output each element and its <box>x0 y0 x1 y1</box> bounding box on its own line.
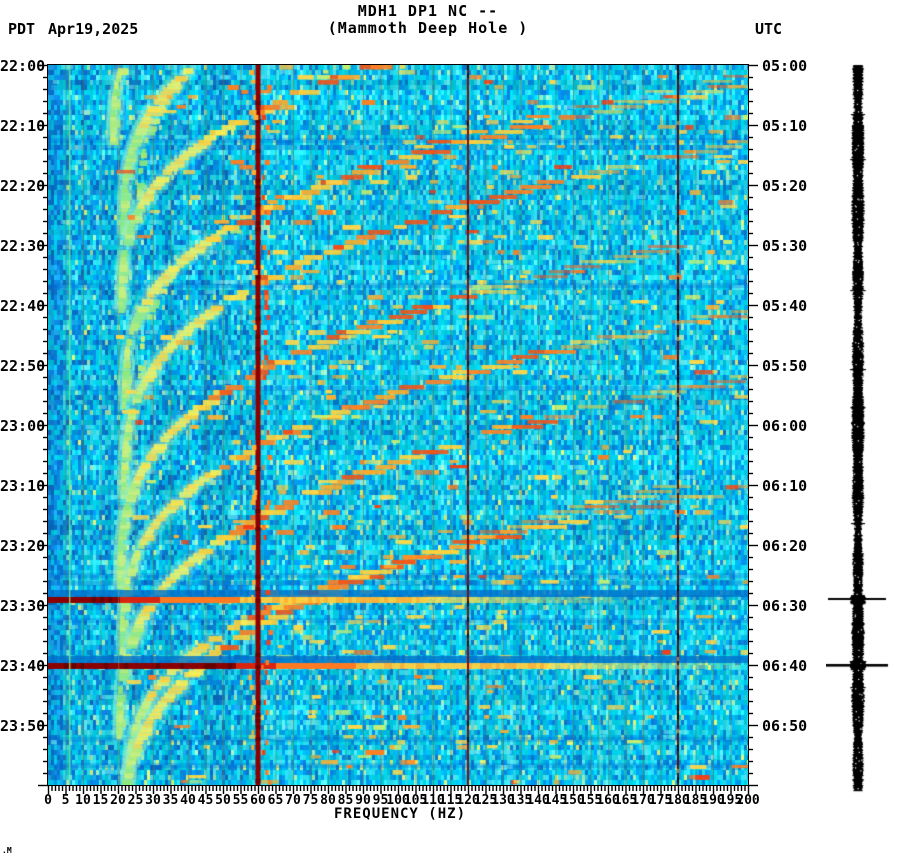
timezone-left-label: PDT <box>8 20 36 38</box>
right-time-label: 05:50 <box>762 357 808 375</box>
freq-tick-label: 185 <box>683 793 708 808</box>
date-label: Apr19,2025 <box>48 20 139 38</box>
right-time-label: 06:50 <box>762 717 808 735</box>
freq-tick-label: 30 <box>145 793 161 808</box>
freq-tick-label: 20 <box>110 793 126 808</box>
freq-tick-label: 50 <box>215 793 231 808</box>
freq-tick-label: 200 <box>736 793 760 808</box>
station-subtitle: (Mammoth Deep Hole ) <box>327 19 529 37</box>
freq-tick-label: 45 <box>197 793 214 808</box>
left-time-label: 22:50 <box>0 357 46 375</box>
freq-tick-label: 195 <box>718 793 743 808</box>
left-time-label: 23:30 <box>0 597 46 615</box>
freq-tick-label: 150 <box>561 793 585 808</box>
freq-tick-label: 15 <box>92 793 109 808</box>
left-time-label: 22:10 <box>0 117 46 135</box>
left-time-label: 23:20 <box>0 537 46 555</box>
left-axis-ticks <box>38 64 48 787</box>
freq-tick-label: 25 <box>127 793 144 808</box>
right-time-label: 06:10 <box>762 477 808 495</box>
freq-tick-label: 145 <box>543 793 568 808</box>
spectrogram-image <box>47 64 749 786</box>
freq-tick-label: 155 <box>578 793 603 808</box>
left-time-label: 22:20 <box>0 177 46 195</box>
frequency-axis-title: FREQUENCY (HZ) <box>333 806 467 822</box>
freq-tick-label: 70 <box>285 793 301 808</box>
right-time-label: 06:40 <box>762 657 808 675</box>
left-time-label: 23:50 <box>0 717 46 735</box>
freq-tick-label: 105 <box>403 793 428 808</box>
freq-tick-label: 75 <box>302 793 319 808</box>
freq-tick-label: 65 <box>267 793 284 808</box>
left-time-label: 22:40 <box>0 297 46 315</box>
right-time-label: 05:00 <box>762 57 808 75</box>
freq-tick-label: 40 <box>180 793 196 808</box>
freq-tick-label: 0 <box>44 793 52 808</box>
freq-tick-label: 5 <box>61 793 70 808</box>
right-time-label: 05:40 <box>762 297 808 315</box>
right-time-label: 06:00 <box>762 417 808 435</box>
right-time-label: 05:20 <box>762 177 808 195</box>
freq-tick-label: 80 <box>320 793 336 808</box>
right-time-label: 05:30 <box>762 237 808 255</box>
left-time-label: 22:00 <box>0 57 46 75</box>
freq-tick-label: 90 <box>355 793 371 808</box>
freq-tick-label: 110 <box>421 793 445 808</box>
freq-tick-label: 160 <box>596 793 620 808</box>
freq-tick-label: 10 <box>75 793 91 808</box>
freq-tick-label: 130 <box>491 793 515 808</box>
left-time-label: 23:00 <box>0 417 46 435</box>
left-time-label: 23:40 <box>0 657 46 675</box>
freq-tick-label: 120 <box>456 793 480 808</box>
timezone-right-label: UTC <box>755 20 783 38</box>
freq-tick-label: 125 <box>473 793 498 808</box>
freq-tick-label: 190 <box>701 793 725 808</box>
right-time-label: 06:30 <box>762 597 808 615</box>
freq-tick-label: 60 <box>250 793 266 808</box>
freq-tick-label: 135 <box>508 793 533 808</box>
seismic-amplitude-trace <box>826 61 890 795</box>
right-time-label: 05:10 <box>762 117 808 135</box>
freq-tick-label: 180 <box>666 793 690 808</box>
right-axis-ticks <box>748 64 758 787</box>
freq-tick-label: 140 <box>526 793 550 808</box>
left-time-label: 23:10 <box>0 477 46 495</box>
station-title: MDH1 DP1 NC -- <box>357 2 499 20</box>
left-time-label: 22:30 <box>0 237 46 255</box>
right-time-label: 06:20 <box>762 537 808 555</box>
freq-tick-label: 170 <box>631 793 655 808</box>
freq-tick-label: 175 <box>648 793 673 808</box>
freq-tick-label: 95 <box>372 793 389 808</box>
freq-tick-label: 35 <box>162 793 179 808</box>
freq-tick-label: 85 <box>337 793 354 808</box>
freq-tick-label: 100 <box>386 793 410 808</box>
freq-tick-label: 115 <box>438 793 463 808</box>
bottom-axis-ticks <box>47 786 750 794</box>
corner-mark: .M <box>2 846 12 855</box>
freq-tick-label: 165 <box>613 793 638 808</box>
freq-tick-label: 55 <box>232 793 249 808</box>
